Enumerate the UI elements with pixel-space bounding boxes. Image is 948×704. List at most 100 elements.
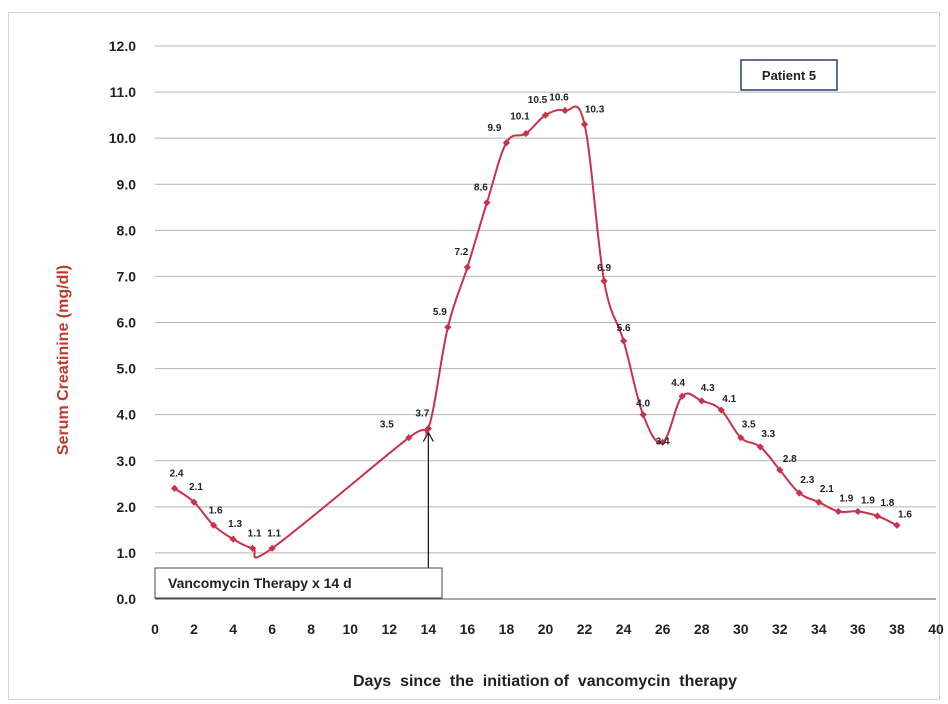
y-tick-label: 0.0 bbox=[117, 591, 137, 607]
data-label: 1.3 bbox=[228, 519, 242, 530]
x-tick-label: 18 bbox=[499, 621, 515, 637]
data-point bbox=[502, 139, 511, 147]
data-label: 1.8 bbox=[880, 498, 894, 509]
data-label: 3.5 bbox=[742, 420, 756, 431]
data-point bbox=[620, 337, 628, 345]
data-point bbox=[698, 397, 706, 405]
patient-box: Patient 5 bbox=[740, 59, 838, 91]
data-label: 3.7 bbox=[415, 408, 429, 419]
data-label: 10.3 bbox=[585, 104, 605, 115]
annotation-box bbox=[154, 567, 443, 599]
y-tick-label: 6.0 bbox=[117, 315, 137, 331]
data-label: 5.9 bbox=[433, 307, 447, 318]
data-label: 1.9 bbox=[839, 493, 853, 504]
data-point bbox=[776, 466, 784, 474]
data-label: 1.1 bbox=[248, 528, 262, 539]
x-tick-label: 36 bbox=[850, 621, 866, 637]
annotation-group: Vancomycin Therapy x 14 d bbox=[154, 431, 443, 599]
x-tick-label: 10 bbox=[342, 621, 358, 637]
data-label: 2.3 bbox=[800, 475, 814, 486]
x-tick-label: 26 bbox=[655, 621, 671, 637]
x-tick-labels: 0 2 4 6 8 10 12 14 16 18 20 22 24 26 28 30 32 34 36 38 40 bbox=[151, 621, 944, 637]
data-point bbox=[463, 263, 471, 271]
annotation-text: Vancomycin Therapy x 14 d bbox=[168, 575, 352, 591]
data-point bbox=[834, 507, 842, 516]
data-label: 1.1 bbox=[267, 528, 281, 539]
data-point bbox=[756, 443, 764, 451]
data-point bbox=[795, 489, 803, 497]
y-tick-label: 9.0 bbox=[117, 176, 137, 192]
y-tick-label: 8.0 bbox=[117, 222, 137, 238]
gridlines bbox=[155, 45, 936, 554]
data-point bbox=[249, 544, 257, 552]
data-point bbox=[815, 498, 823, 506]
data-point bbox=[444, 323, 452, 331]
data-label: 4.3 bbox=[701, 383, 715, 394]
data-points bbox=[170, 106, 901, 552]
data-label: 1.6 bbox=[209, 505, 223, 516]
patient-box-border bbox=[740, 59, 838, 91]
y-tick-label: 10.0 bbox=[109, 130, 136, 146]
data-label: 2.1 bbox=[820, 484, 834, 495]
data-point bbox=[229, 535, 237, 543]
data-point bbox=[483, 199, 491, 207]
data-label: 2.1 bbox=[189, 482, 203, 493]
data-point bbox=[639, 411, 647, 419]
data-label: 1.6 bbox=[898, 509, 912, 520]
y-tick-label: 11.0 bbox=[110, 84, 137, 100]
data-label: 8.6 bbox=[474, 183, 488, 194]
x-tick-label: 0 bbox=[151, 621, 159, 637]
data-point bbox=[522, 129, 530, 138]
data-point bbox=[561, 106, 569, 115]
y-axis-label: Serum Creatinine (mg/dl) bbox=[55, 265, 72, 455]
data-label: 2.8 bbox=[783, 454, 797, 465]
data-label: 10.5 bbox=[528, 95, 548, 106]
data-point bbox=[717, 406, 725, 414]
data-point bbox=[678, 392, 686, 400]
data-point bbox=[854, 507, 862, 516]
x-tick-label: 4 bbox=[229, 621, 237, 637]
x-tick-label: 16 bbox=[460, 621, 476, 637]
x-tick-label: 28 bbox=[694, 621, 710, 637]
data-label: 7.2 bbox=[454, 247, 468, 258]
data-point bbox=[209, 521, 218, 529]
y-tick-label: 2.0 bbox=[117, 499, 137, 515]
data-point bbox=[541, 111, 550, 119]
x-tick-label: 38 bbox=[889, 621, 905, 637]
data-point bbox=[580, 120, 589, 128]
data-label: 10.1 bbox=[510, 112, 530, 123]
data-label: 4.1 bbox=[722, 394, 736, 405]
x-tick-label: 14 bbox=[421, 621, 437, 637]
data-labels: 2.4 2.1 1.6 1.3 1.1 1.1 3.5 3.7 5.9 7.2 8.6 9.9 10.1… bbox=[170, 93, 913, 540]
y-tick-label: 7.0 bbox=[117, 268, 137, 284]
x-tick-label: 32 bbox=[772, 621, 788, 637]
x-tick-label: 12 bbox=[382, 621, 398, 637]
data-label: 5.6 bbox=[617, 323, 631, 334]
data-label: 2.4 bbox=[170, 468, 184, 479]
y-tick-label: 4.0 bbox=[117, 407, 137, 423]
series-line bbox=[173, 105, 898, 559]
x-tick-label: 8 bbox=[307, 621, 315, 637]
data-point bbox=[424, 424, 432, 433]
data-label: 3.5 bbox=[380, 420, 394, 431]
y-tick-label: 5.0 bbox=[117, 361, 137, 377]
data-point bbox=[893, 521, 901, 529]
y-tick-label: 3.0 bbox=[117, 453, 137, 469]
x-tick-label: 20 bbox=[538, 621, 554, 637]
data-label: 4.0 bbox=[636, 399, 650, 410]
patient-box-label: Patient 5 bbox=[762, 68, 816, 83]
data-point bbox=[268, 544, 276, 552]
y-tick-labels: 0.0 1.0 2.0 3.0 4.0 5.0 6.0 7.0 8.0 9.0 10.0 11.0 12… bbox=[109, 38, 136, 607]
data-point bbox=[600, 277, 608, 285]
x-tick-label: 24 bbox=[616, 621, 632, 637]
data-label: 3.3 bbox=[761, 429, 775, 440]
x-tick-label: 40 bbox=[928, 621, 944, 637]
data-point bbox=[659, 438, 667, 446]
y-tick-label: 1.0 bbox=[117, 545, 137, 561]
x-tick-label: 6 bbox=[268, 621, 276, 637]
annotation-arrowhead bbox=[422, 431, 434, 442]
data-label: 6.9 bbox=[597, 263, 611, 274]
data-point bbox=[190, 498, 198, 506]
y-tick-label: 12.0 bbox=[109, 38, 136, 54]
